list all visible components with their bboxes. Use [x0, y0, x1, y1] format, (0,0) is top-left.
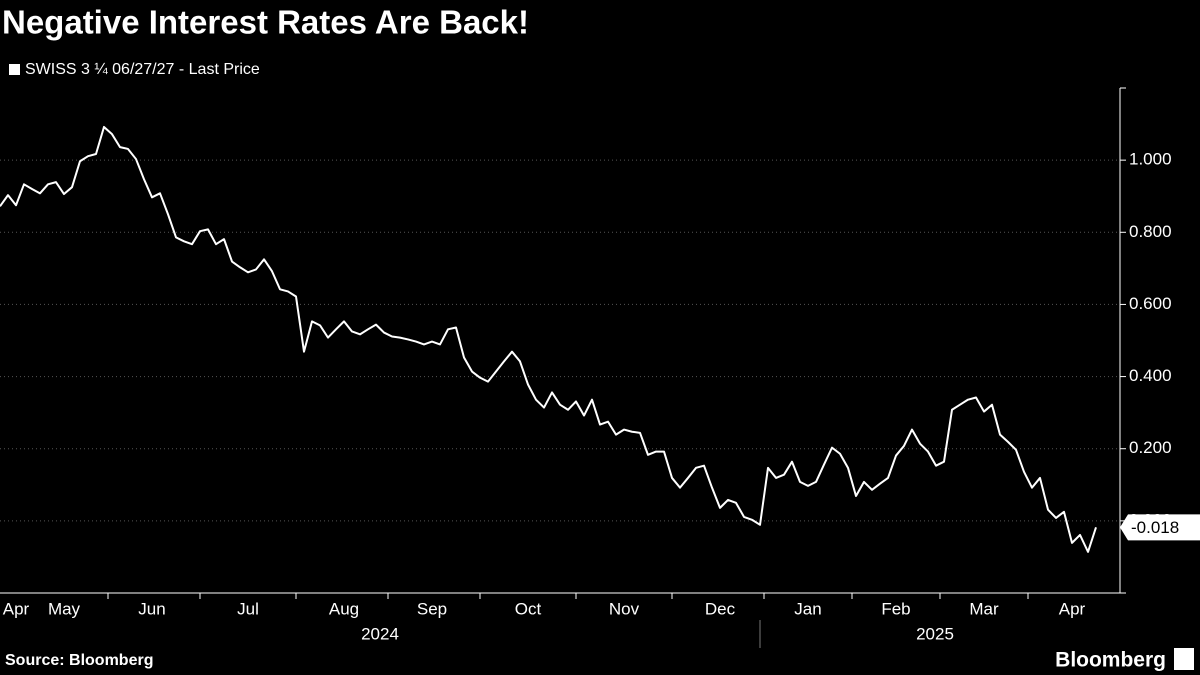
y-tick-label: 0.400	[1129, 366, 1172, 385]
x-tick-label: Apr	[3, 599, 30, 618]
brand: Bloomberg	[1055, 649, 1166, 672]
x-tick-label: May	[48, 599, 81, 618]
x-tick-label: Jul	[237, 599, 259, 618]
y-tick-label: 0.200	[1129, 438, 1172, 457]
x-tick-label: Jun	[138, 599, 165, 618]
x-tick-label: Feb	[881, 599, 910, 618]
x-tick-label: Nov	[609, 599, 640, 618]
value-label: -0.018	[1131, 518, 1179, 537]
x-tick-label: Jan	[794, 599, 821, 618]
brand-icon	[1174, 648, 1194, 670]
value-label-box	[1120, 514, 1200, 541]
y-tick-label: 0.600	[1129, 294, 1172, 313]
source: Source: Bloomberg	[5, 652, 153, 669]
x-tick-label: Apr	[1059, 599, 1086, 618]
line	[0, 125, 1097, 553]
x-tick-label: Sep	[417, 599, 447, 618]
x-tick-label: Oct	[515, 599, 542, 618]
x-tick-label: Dec	[705, 599, 736, 618]
x-tick-label: Mar	[969, 599, 999, 618]
year-label: 2024	[361, 624, 399, 643]
chart-title: Negative Interest Rates Are Back!	[2, 4, 529, 41]
year-label: 2025	[916, 624, 954, 643]
legend-label: SWISS 3 ¼ 06/27/27 - Last Price	[25, 61, 260, 78]
x-tick-label: Aug	[329, 599, 359, 618]
y-tick-label: 0.800	[1129, 222, 1172, 241]
legend-swatch	[9, 64, 20, 75]
y-tick-label: 1.000	[1129, 150, 1172, 169]
